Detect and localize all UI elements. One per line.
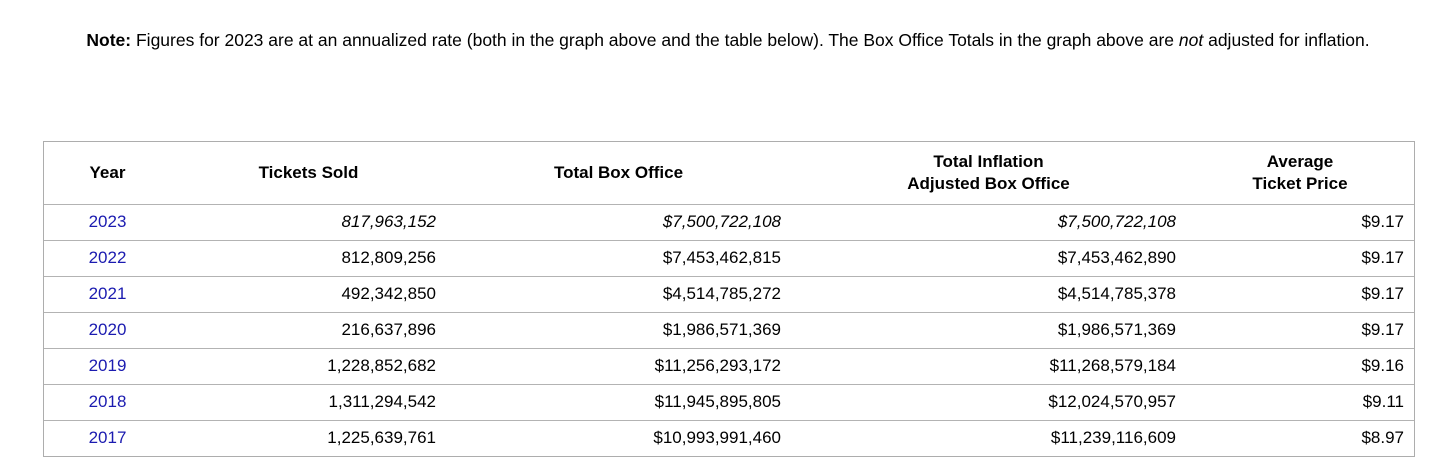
- average-ticket-price-cell: $9.17: [1186, 276, 1414, 310]
- table-row: 2020 216,637,896 $1,986,571,369 $1,986,5…: [44, 312, 1414, 346]
- tickets-sold-cell: 1,311,294,542: [171, 384, 446, 418]
- column-header-average-ticket-price: Average Ticket Price: [1252, 152, 1348, 193]
- table-row: 2022 812,809,256 $7,453,462,815 $7,453,4…: [44, 240, 1414, 274]
- total-box-office-cell: $7,500,722,108: [446, 204, 791, 238]
- inflation-adjusted-cell: $4,514,785,378: [791, 276, 1186, 310]
- column-header-total-box-office: Total Box Office: [553, 163, 684, 182]
- year-cell: 2021: [44, 276, 171, 310]
- year-cell: 2020: [44, 312, 171, 346]
- inflation-adjusted-cell: $11,239,116,609: [791, 420, 1186, 454]
- inflation-adjusted-cell: $7,453,462,890: [791, 240, 1186, 274]
- total-box-office-cell: $7,453,462,815: [446, 240, 791, 274]
- year-cell: 2022: [44, 240, 171, 274]
- year-cell: 2018: [44, 384, 171, 418]
- year-cell: 2023: [44, 204, 171, 238]
- year-cell: 2017: [44, 420, 171, 454]
- average-ticket-price-cell: $9.16: [1186, 348, 1414, 382]
- column-header-year: Year: [89, 163, 126, 182]
- box-office-table-container: Year Tickets Sold Total Box Office Total…: [43, 141, 1415, 457]
- inflation-adjusted-cell: $11,268,579,184: [791, 348, 1186, 382]
- table-row: 2018 1,311,294,542 $11,945,895,805 $12,0…: [44, 384, 1414, 418]
- year-link[interactable]: 2017: [88, 427, 127, 447]
- table-row: 2017 1,225,639,761 $10,993,991,460 $11,2…: [44, 420, 1414, 454]
- average-ticket-price-cell: $9.17: [1186, 312, 1414, 346]
- inflation-adjusted-cell: $7,500,722,108: [791, 204, 1186, 238]
- total-box-office-cell: $1,986,571,369: [446, 312, 791, 346]
- total-box-office-cell: $10,993,991,460: [446, 420, 791, 454]
- average-ticket-price-cell: $9.17: [1186, 204, 1414, 238]
- average-ticket-price-cell: $9.17: [1186, 240, 1414, 274]
- average-ticket-price-cell: $8.97: [1186, 420, 1414, 454]
- table-row: 2019 1,228,852,682 $11,256,293,172 $11,2…: [44, 348, 1414, 382]
- column-header-inflation-adjusted: Total Inflation Adjusted Box Office: [907, 152, 1070, 193]
- inflation-adjusted-cell: $12,024,570,957: [791, 384, 1186, 418]
- note-italic-word: not: [1178, 30, 1204, 50]
- total-box-office-cell: $11,256,293,172: [446, 348, 791, 382]
- year-link[interactable]: 2020: [88, 319, 127, 339]
- inflation-adjusted-cell: $1,986,571,369: [791, 312, 1186, 346]
- header-row: Year Tickets Sold Total Box Office Total…: [44, 144, 1414, 202]
- year-link[interactable]: 2023: [88, 211, 127, 231]
- year-link[interactable]: 2021: [88, 283, 127, 303]
- note-ending: adjusted for inflation.: [1203, 30, 1370, 50]
- tickets-sold-cell: 1,228,852,682: [171, 348, 446, 382]
- tickets-sold-cell: 492,342,850: [171, 276, 446, 310]
- note-body: Figures for 2023 are at an annualized ra…: [131, 30, 1179, 50]
- year-cell: 2019: [44, 348, 171, 382]
- year-link[interactable]: 2019: [88, 355, 127, 375]
- box-office-table: Year Tickets Sold Total Box Office Total…: [43, 141, 1415, 457]
- total-box-office-cell: $4,514,785,272: [446, 276, 791, 310]
- year-link[interactable]: 2022: [88, 247, 127, 267]
- note-label: Note:: [86, 30, 132, 50]
- average-ticket-price-cell: $9.11: [1186, 384, 1414, 418]
- tickets-sold-cell: 216,637,896: [171, 312, 446, 346]
- table-row: 2021 492,342,850 $4,514,785,272 $4,514,7…: [44, 276, 1414, 310]
- tickets-sold-cell: 812,809,256: [171, 240, 446, 274]
- note-text: Note: Figures for 2023 are at an annuali…: [44, 24, 1412, 56]
- column-header-tickets-sold: Tickets Sold: [258, 163, 359, 182]
- year-link[interactable]: 2018: [88, 391, 127, 411]
- total-box-office-cell: $11,945,895,805: [446, 384, 791, 418]
- table-row: 2023 817,963,152 $7,500,722,108 $7,500,7…: [44, 204, 1414, 238]
- tickets-sold-cell: 817,963,152: [171, 204, 446, 238]
- tickets-sold-cell: 1,225,639,761: [171, 420, 446, 454]
